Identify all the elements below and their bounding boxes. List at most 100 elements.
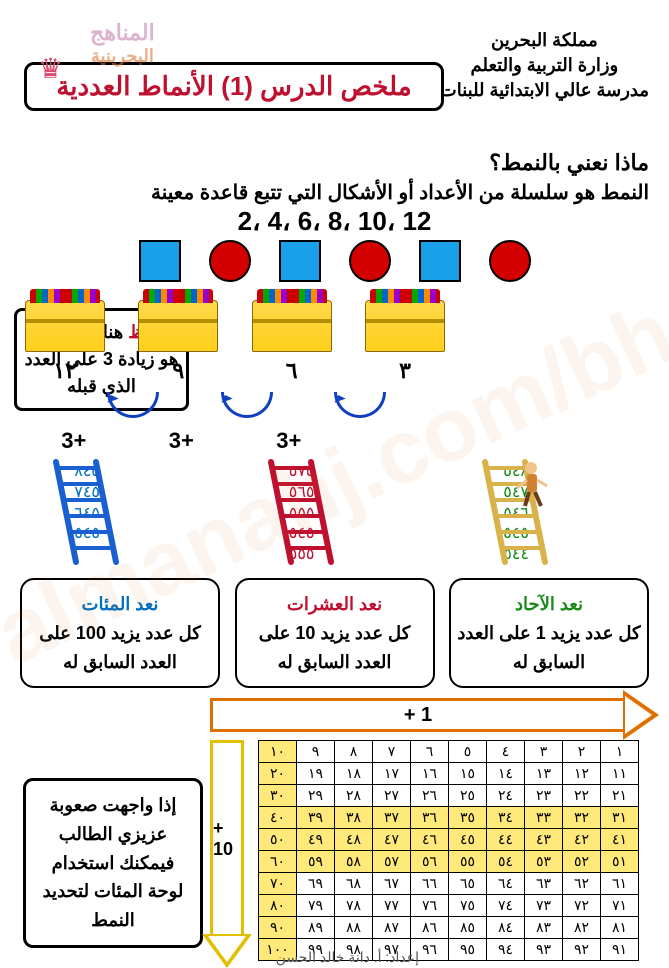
crayon-box-icon — [25, 300, 105, 352]
table-cell: ٨١ — [601, 917, 639, 939]
table-cell: ٣٣ — [525, 807, 563, 829]
question-heading: ماذا نعني بالنمط؟ — [489, 150, 649, 176]
table-row: ١٢٣٤٥٦٧٨٩١٠ — [259, 741, 639, 763]
table-cell: ١٣ — [525, 763, 563, 785]
watermark-top: المناهج البحرينية — [90, 20, 155, 67]
table-row: ٢١٢٢٢٣٢٤٢٥٢٦٢٧٢٨٢٩٣٠ — [259, 785, 639, 807]
table-cell: ٣٢ — [563, 807, 601, 829]
table-cell: ٥٤ — [487, 851, 525, 873]
crayon-item: ١٢ — [20, 300, 110, 384]
table-cell: ٥ — [449, 741, 487, 763]
hdr-l1: مملكة البحرين — [440, 28, 649, 53]
hundred-chart: ١٢٣٤٥٦٧٨٩١٠١١١٢١٣١٤١٥١٦١٧١٨١٩٢٠٢١٢٢٢٣٢٤٢… — [258, 740, 639, 961]
table-cell: ٢٠ — [259, 763, 297, 785]
table-cell: ١٥ — [449, 763, 487, 785]
table-cell: ٥٣ — [525, 851, 563, 873]
table-cell: ٥٠ — [259, 829, 297, 851]
plus3-label: +3 — [169, 428, 194, 454]
lesson-title-box: ملخص الدرس (1) الأنماط العددية — [24, 62, 444, 111]
ladder-title: نعد المئات — [28, 590, 212, 619]
table-cell: ٩٠ — [259, 917, 297, 939]
table-cell: ٧٢ — [563, 895, 601, 917]
blue-square-icon — [419, 240, 461, 282]
table-cell: ٤٩ — [297, 829, 335, 851]
table-row: ٦١٦٢٦٣٦٤٦٥٦٦٦٧٦٨٦٩٧٠ — [259, 873, 639, 895]
crayon-box-icon — [365, 300, 445, 352]
tip-box: إذا واجهت صعوبة عزيزي الطالب فيمكنك استخ… — [23, 778, 203, 948]
table-cell: ٧١ — [601, 895, 639, 917]
ladder-title: نعد العشرات — [243, 590, 427, 619]
crown-icon: ♛ — [38, 52, 63, 85]
table-cell: ٧٩ — [297, 895, 335, 917]
table-cell: ٧٥ — [449, 895, 487, 917]
table-cell: ٦ — [411, 741, 449, 763]
table-cell: ٢٤ — [487, 785, 525, 807]
table-cell: ٦٨ — [335, 873, 373, 895]
red-circle-icon — [349, 240, 391, 282]
table-cell: ٥٥ — [449, 851, 487, 873]
table-cell: ٦٩ — [297, 873, 335, 895]
ladder-block: ٥٤٨٥٤٧٥٤٦٥٤٥٥٤٤ نعد الآحاد كل عدد يزيد 1… — [449, 462, 649, 688]
table-cell: ٦١ — [601, 873, 639, 895]
table-cell: ٩٥ — [449, 939, 487, 961]
ladder-icon — [265, 458, 355, 568]
arrow-right-head-icon — [623, 690, 659, 740]
table-cell: ٤٧ — [373, 829, 411, 851]
table-cell: ٩ — [297, 741, 335, 763]
table-cell: ٤ — [487, 741, 525, 763]
wm-line1: المناهج — [90, 20, 155, 46]
red-circle-icon — [209, 240, 251, 282]
footer-credit: إعداد: أ. دانة خالد الحسن — [276, 949, 419, 966]
table-cell: ٤٢ — [563, 829, 601, 851]
crayon-item: ٩ — [133, 300, 223, 384]
crayon-box-icon — [252, 300, 332, 352]
table-cell: ١٤ — [487, 763, 525, 785]
table-cell: ٤٥ — [449, 829, 487, 851]
ladder-figure: ٨٤٥٧٤٥٦٤٥٥٤٥ — [20, 462, 220, 572]
table-cell: ٤٠ — [259, 807, 297, 829]
table-cell: ٩٢ — [563, 939, 601, 961]
header-block: مملكة البحرين وزارة التربية والتعلم مدرس… — [440, 28, 649, 104]
arrow-plus10-label: + 10 — [213, 818, 241, 860]
ladder-body: كل عدد يزيد 1 على العدد السابق له — [457, 619, 641, 677]
table-cell: ٢٩ — [297, 785, 335, 807]
table-cell: ١٨ — [335, 763, 373, 785]
table-cell: ٢٦ — [411, 785, 449, 807]
table-cell: ٦٤ — [487, 873, 525, 895]
crayon-number: ٣ — [360, 358, 450, 384]
definition-line: النمط هو سلسلة من الأعداد أو الأشكال الت… — [20, 180, 649, 205]
lesson-title: ملخص الدرس (1) الأنماط العددية — [39, 71, 429, 102]
plus3-label: +3 — [276, 428, 301, 454]
plus3-row: +3+3+3+3 — [20, 428, 450, 454]
crayon-item: ٦ — [247, 300, 337, 384]
table-cell: ٦٠ — [259, 851, 297, 873]
ladders-row: ٥٤٨٥٤٧٥٤٦٥٤٥٥٤٤ نعد الآحاد كل عدد يزيد 1… — [20, 462, 649, 688]
ladder-body: كل عدد يزيد 10 على العدد السابق له — [243, 619, 427, 677]
table-cell: ١٧ — [373, 763, 411, 785]
table-cell: ١٢ — [563, 763, 601, 785]
table-cell: ٥٧ — [373, 851, 411, 873]
table-cell: ٣٦ — [411, 807, 449, 829]
blue-square-icon — [139, 240, 181, 282]
table-cell: ٤٦ — [411, 829, 449, 851]
table-cell: ٧٤ — [487, 895, 525, 917]
table-row: ٣١٣٢٣٣٣٤٣٥٣٦٣٧٣٨٣٩٤٠ — [259, 807, 639, 829]
table-cell: ٦٢ — [563, 873, 601, 895]
crayon-number: ١٢ — [20, 358, 110, 384]
table-cell: ٩١ — [601, 939, 639, 961]
table-cell: ٨٨ — [335, 917, 373, 939]
table-cell: ٥٢ — [563, 851, 601, 873]
number-sequence: 2، 4، 6، 8، 10، 12 — [0, 206, 669, 237]
arc-arrow-icon — [334, 392, 386, 418]
blue-square-icon — [279, 240, 321, 282]
table-cell: ٨٣ — [525, 917, 563, 939]
table-cell: ٤٤ — [487, 829, 525, 851]
ladder-block: ٥٧٥٥٦٥٥٥٥٥٤٥٥٥٥ نعد العشرات كل عدد يزيد … — [235, 462, 435, 688]
table-cell: ٧٨ — [335, 895, 373, 917]
table-cell: ٢١ — [601, 785, 639, 807]
crayons-row: ٣٦٩ ١٢ — [20, 300, 450, 384]
arrow-plus1-label: + 1 — [210, 698, 623, 732]
ladder-icon — [50, 458, 140, 568]
table-cell: ١٦ — [411, 763, 449, 785]
table-cell: ٤٣ — [525, 829, 563, 851]
